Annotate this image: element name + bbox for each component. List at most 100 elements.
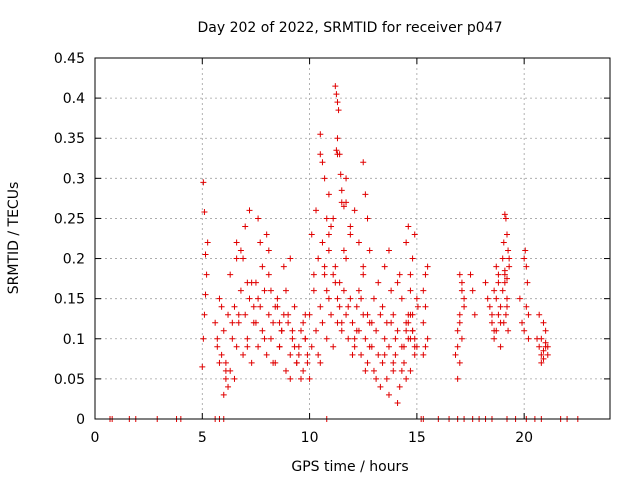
- data-point: [398, 295, 405, 302]
- data-point: [422, 343, 429, 350]
- data-point: [276, 343, 283, 350]
- data-point: [523, 263, 530, 270]
- data-point: [497, 343, 504, 350]
- data-point: [516, 295, 523, 302]
- data-point: [381, 263, 388, 270]
- y-tick-label: 0.2: [63, 252, 85, 268]
- data-point: [216, 295, 223, 302]
- data-point: [379, 359, 386, 366]
- data-point: [422, 271, 429, 278]
- data-point: [493, 263, 500, 270]
- data-point: [501, 279, 508, 286]
- data-point: [263, 351, 270, 358]
- data-point: [364, 311, 371, 318]
- data-point: [222, 367, 229, 374]
- data-point: [323, 287, 330, 294]
- data-point: [265, 311, 272, 318]
- data-point: [212, 319, 219, 326]
- data-point: [267, 335, 274, 342]
- data-point: [229, 319, 236, 326]
- data-point: [233, 239, 240, 246]
- data-point: [248, 359, 255, 366]
- data-point: [315, 351, 322, 358]
- data-point: [398, 367, 405, 374]
- data-point: [257, 303, 264, 310]
- data-point: [411, 351, 418, 358]
- data-point: [364, 215, 371, 222]
- axis-ticks: 0 0.05 0.1 0.15 0.2 0.25 0.3 0.35 0.4 0.45 0 5 10 15 2…: [54, 51, 610, 446]
- data-point: [385, 391, 392, 398]
- data-point: [204, 239, 211, 246]
- data-point: [484, 295, 491, 302]
- data-point: [420, 287, 427, 294]
- data-point: [401, 359, 407, 366]
- data-point: [295, 351, 302, 358]
- data-point: [501, 211, 508, 218]
- data-point: [334, 295, 341, 302]
- x-tick-label: 15: [408, 430, 426, 446]
- data-point: [304, 359, 311, 366]
- data-point: [458, 335, 465, 342]
- data-point: [263, 231, 270, 238]
- data-point: [491, 327, 498, 334]
- data-point: [291, 343, 298, 350]
- data-point: [338, 327, 345, 334]
- data-point: [491, 287, 498, 294]
- data-point: [306, 311, 313, 318]
- data-point: [218, 303, 225, 310]
- data-point: [385, 247, 392, 254]
- data-point: [347, 295, 354, 302]
- data-point: [330, 215, 337, 222]
- data-point: [495, 311, 502, 318]
- data-point: [336, 151, 343, 158]
- data-point: [345, 335, 352, 342]
- data-point: [317, 359, 324, 366]
- data-point: [540, 347, 547, 354]
- data-point: [524, 279, 531, 286]
- data-point: [231, 375, 238, 382]
- x-tick-label: 10: [301, 430, 319, 446]
- data-point: [289, 335, 296, 342]
- data-point: [383, 375, 390, 382]
- data-point: [319, 159, 326, 166]
- data-point: [276, 319, 283, 326]
- data-point: [392, 335, 399, 342]
- data-point: [317, 151, 324, 158]
- y-tick-label: 0.45: [54, 51, 85, 67]
- data-point: [287, 255, 294, 262]
- data-point: [334, 135, 341, 142]
- data-point: [377, 383, 384, 390]
- data-point: [522, 247, 529, 254]
- data-point: [323, 335, 330, 342]
- data-point: [319, 239, 326, 246]
- data-point: [542, 343, 549, 350]
- y-tick-label: 0.25: [54, 211, 85, 227]
- y-tick-label: 0.05: [54, 372, 85, 388]
- data-point: [200, 335, 207, 342]
- data-point: [502, 311, 509, 318]
- x-tick-label: 20: [515, 430, 533, 446]
- data-point: [214, 343, 221, 350]
- data-point: [321, 271, 328, 278]
- data-point: [300, 319, 307, 326]
- data-point: [261, 335, 268, 342]
- data-point: [272, 303, 279, 310]
- data-point: [377, 311, 384, 318]
- data-point: [420, 319, 427, 326]
- data-point: [202, 291, 209, 298]
- data-point: [289, 327, 296, 334]
- data-points: [107, 83, 581, 422]
- data-point: [287, 375, 294, 382]
- data-point: [330, 271, 337, 278]
- data-point: [255, 215, 262, 222]
- data-point: [521, 255, 528, 262]
- data-point: [452, 351, 459, 358]
- data-point: [343, 175, 350, 182]
- data-point: [540, 355, 547, 362]
- data-point: [506, 255, 513, 262]
- data-point: [240, 255, 247, 262]
- data-point: [409, 327, 416, 334]
- plot-frame: [94, 57, 611, 420]
- data-point: [538, 359, 545, 366]
- data-point: [499, 255, 506, 262]
